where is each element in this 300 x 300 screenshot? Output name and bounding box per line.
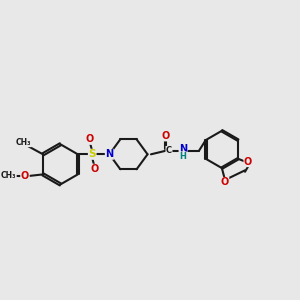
Text: C: C — [166, 146, 172, 155]
Text: N: N — [105, 149, 113, 159]
Text: O: O — [86, 134, 94, 144]
Text: H: H — [180, 152, 187, 160]
Text: O: O — [90, 164, 99, 174]
Text: O: O — [161, 131, 170, 141]
Text: N: N — [179, 144, 187, 154]
Text: O: O — [244, 157, 252, 166]
Text: CH₃: CH₃ — [1, 171, 16, 180]
Text: O: O — [220, 177, 229, 188]
Text: O: O — [21, 171, 29, 181]
Text: S: S — [88, 149, 96, 159]
Text: CH₃: CH₃ — [16, 138, 32, 147]
